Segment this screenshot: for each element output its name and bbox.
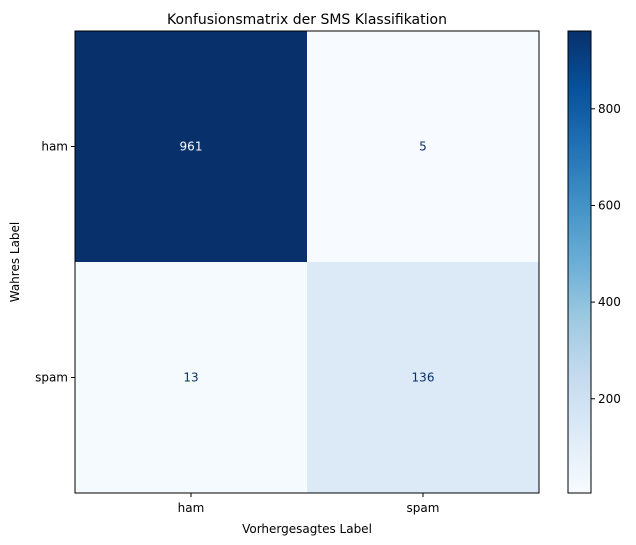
x-axis-ticks: ham spam [178,493,440,515]
matrix-cell-value: 5 [419,140,427,154]
colorbar-tick-label: 200 [598,392,621,406]
matrix-cell-value: 961 [180,140,203,154]
colorbar-tick-label: 600 [598,198,621,212]
matrix-cell [75,31,307,262]
y-tick-label: spam [35,371,68,385]
colorbar [567,30,592,494]
plot-frame [74,30,540,494]
x-axis-label: Vorhergesagtes Label [242,522,372,536]
matrix-cell-labels: 961 5 13 136 [180,140,435,385]
y-axis-label: Wahres Label [8,222,22,303]
matrix-cell [75,262,307,493]
matrix-cell [307,31,539,262]
x-tick-label: ham [178,501,205,515]
colorbar-ticks: 200 400 600 800 [591,102,621,406]
chart-title: Konfusionsmatrix der SMS Klassifikation [167,12,447,28]
matrix-cell [307,262,539,493]
matrix-cell-value: 136 [412,371,435,385]
colorbar-tick-label: 800 [598,102,621,116]
y-tick-label: ham [41,140,68,154]
y-axis-ticks: ham spam [35,140,75,385]
x-tick-label: spam [407,501,440,515]
matrix-cell-value: 13 [183,371,198,385]
matrix-cells [75,31,539,493]
colorbar-tick-label: 400 [598,295,621,309]
